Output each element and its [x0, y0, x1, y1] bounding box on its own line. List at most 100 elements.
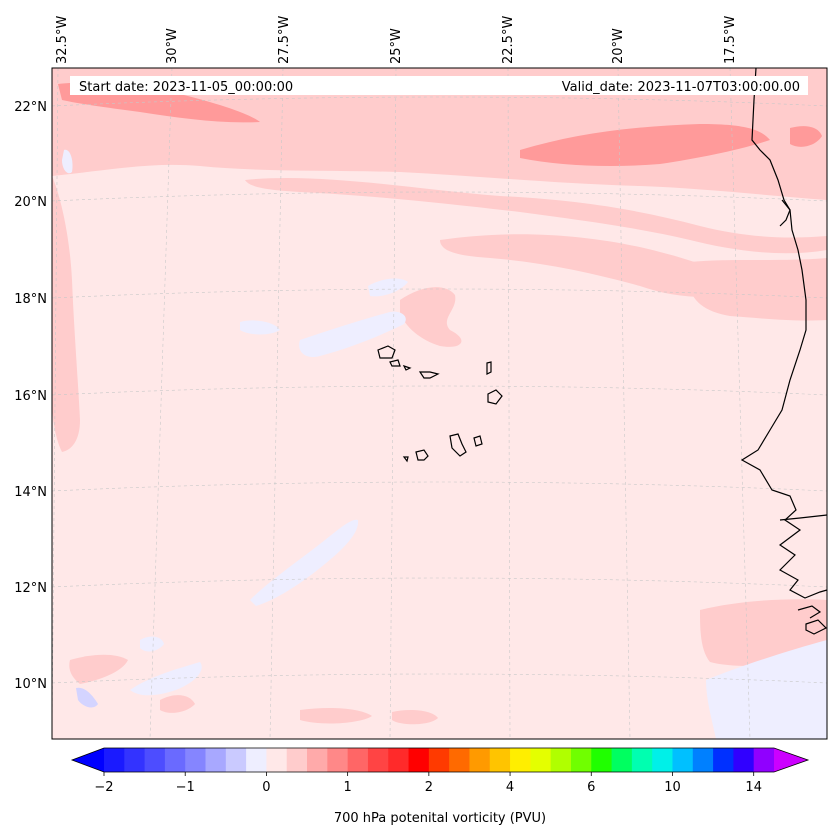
island-boa-vista	[487, 389, 503, 405]
lat-label: 22°N	[14, 100, 47, 115]
mid-band-light	[245, 177, 827, 254]
colorbar-title: 700 hPa potenital vorticity (PVU)	[334, 811, 546, 826]
parallel-22	[51, 96, 828, 107]
parallel-16	[51, 385, 828, 396]
blue-streak-south	[250, 519, 359, 606]
lat-label: 18°N	[14, 292, 47, 307]
colorbar-cell	[510, 748, 531, 772]
start-date-label: Start date: 2023-11-05_00:00:00	[79, 80, 293, 95]
parallel-10	[51, 673, 828, 684]
colorbar-cell	[164, 748, 186, 772]
colorbar-cells	[104, 748, 775, 772]
africa-coast-detail-c	[797, 605, 822, 619]
island-santiago	[449, 433, 467, 457]
island-maio	[473, 435, 483, 447]
colorbar-over-arrow	[774, 748, 808, 772]
colorbar-cell	[144, 748, 166, 772]
lat-label: 10°N	[14, 677, 47, 692]
blue-patch-ne	[368, 278, 408, 297]
island-brava	[402, 456, 409, 463]
parallel-14	[51, 481, 828, 492]
colorbar-under-arrow	[72, 748, 104, 772]
meridian-17-5	[729, 67, 751, 740]
longitude-labels: 32.5°W 30°W 27.5°W 25°W 22.5°W 20°W 17.5…	[55, 16, 738, 64]
colorbar-tick-label: 4	[506, 780, 514, 795]
lon-label: 20°W	[611, 28, 626, 64]
meridian-32-5	[51, 67, 59, 740]
colorbar-cell	[469, 748, 491, 772]
blue-patch-center	[299, 311, 406, 358]
colorbar-cell	[388, 748, 410, 772]
colorbar-ticks: −2 −1 0 1 2 4 6 10 14	[94, 772, 762, 795]
colorbar-cell	[652, 748, 674, 772]
north-band-light	[52, 68, 827, 200]
colorbar-tick-label: −1	[176, 780, 195, 795]
africa-coastline	[740, 67, 828, 599]
colorbar-cell	[327, 748, 349, 772]
lon-label: 30°W	[165, 28, 180, 64]
colorbar-cell	[408, 748, 430, 772]
africa-coast-detail-d	[805, 619, 828, 635]
latitude-labels: 22°N 20°N 18°N 16°N 14°N 12°N 10°N	[14, 100, 47, 692]
lon-label: 22.5°W	[501, 16, 516, 64]
mid-lobe-light	[440, 234, 760, 298]
colorbar-cell	[550, 748, 572, 772]
lon-label: 17.5°W	[723, 16, 738, 64]
colorbar-tick-label: 14	[745, 780, 762, 795]
africa-coast-detail-a	[779, 199, 791, 227]
colorbar-cell	[286, 748, 308, 772]
colorbar-cell	[124, 748, 146, 772]
south-patch-light-d	[160, 695, 195, 713]
colorbar-cell	[185, 748, 207, 772]
south-patch-light-a	[69, 654, 128, 684]
island-fogo	[415, 449, 429, 461]
colorbar-cell	[570, 748, 592, 772]
island-sao-vicente	[389, 359, 401, 367]
colorbar-cell	[307, 748, 328, 772]
south-patch-light-b	[300, 708, 372, 724]
colorbar-tick-label: 2	[425, 780, 433, 795]
lon-label: 25°W	[389, 28, 404, 64]
colorbar-cell	[104, 748, 125, 772]
colorbar: −2 −1 0 1 2 4 6 10 14 700 hPa potenital vorticit…	[70, 747, 810, 826]
lon-label: 27.5°W	[277, 16, 292, 64]
colorbar-cell	[205, 748, 227, 772]
island-santo-antao	[377, 345, 396, 359]
colorbar-cell	[266, 748, 288, 772]
meridian-20	[617, 67, 631, 740]
coastlines	[740, 67, 828, 635]
valid-date-label: Valid_date: 2023-11-07T03:00:00.00	[562, 80, 800, 95]
graticule	[51, 67, 828, 740]
island-santa-luzia	[402, 364, 412, 371]
colorbar-cell	[246, 748, 268, 772]
west-strip-light	[52, 176, 80, 452]
colorbar-cell	[449, 748, 471, 772]
northeast-blob-medium	[790, 126, 822, 147]
blue-patch-west-edge	[62, 149, 73, 174]
lon-label: 32.5°W	[55, 16, 70, 64]
pv-contour-fields	[52, 68, 827, 739]
colorbar-tick-label: 1	[343, 780, 351, 795]
lat-label: 16°N	[14, 389, 47, 404]
lat-label: 20°N	[14, 195, 47, 210]
colorbar-tick-label: 6	[587, 780, 595, 795]
blue-patch-southwest	[130, 662, 202, 696]
africa-coast-detail-b	[779, 514, 828, 521]
colorbar-cell	[692, 748, 714, 772]
parallel-18	[51, 288, 828, 299]
colorbar-tick-label: −2	[94, 780, 113, 795]
header-background	[70, 76, 808, 95]
blue-patch-south-center	[140, 636, 164, 652]
colorbar-cell	[591, 748, 613, 772]
center-patch-light	[400, 287, 462, 347]
north-band-medium	[520, 124, 770, 166]
blue-patch-southeast	[706, 640, 827, 739]
colorbar-cell	[753, 748, 775, 772]
colorbar-tick-label: 10	[664, 780, 681, 795]
colorbar-cell	[713, 748, 734, 772]
colorbar-cell	[367, 748, 389, 772]
lat-label: 12°N	[14, 581, 47, 596]
cape-verde-islands	[377, 345, 503, 463]
meridian-27-5	[269, 67, 284, 740]
